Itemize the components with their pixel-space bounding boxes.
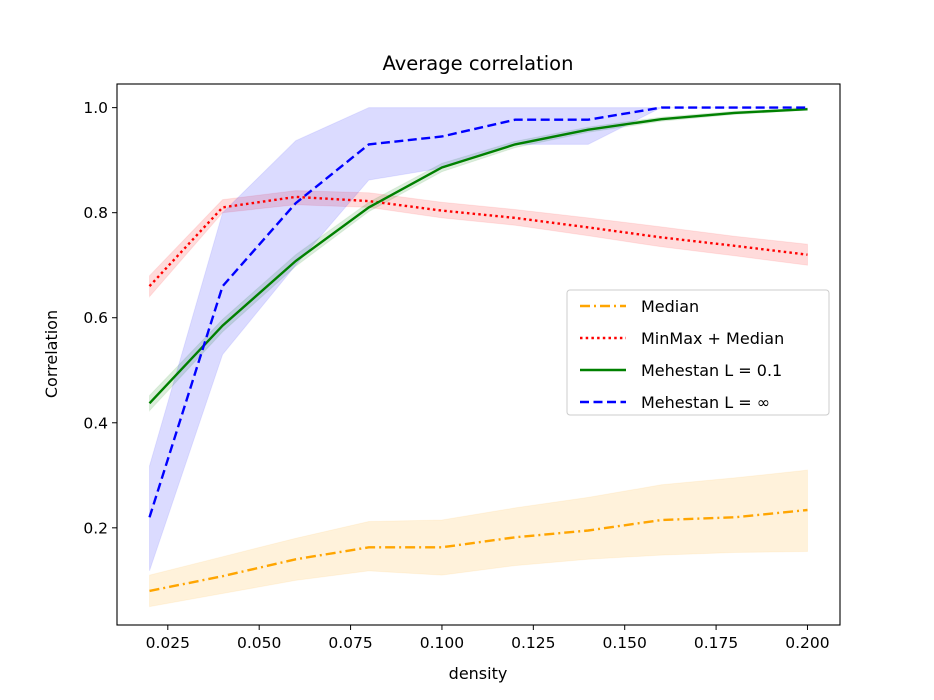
x-axis-label: density — [449, 664, 508, 683]
series-lines — [148, 106, 808, 593]
y-axis: 0.2 0.4 0.6 0.8 1.0 — [83, 99, 117, 537]
x-tick-label: 0.075 — [328, 634, 372, 652]
x-tick-label: 0.100 — [420, 634, 464, 652]
legend-label-3: Mehestan L = ∞ — [641, 393, 770, 412]
legend-label-2: Mehestan L = 0.1 — [641, 361, 782, 380]
y-tick-label: 0.8 — [83, 204, 108, 222]
x-tick-label: 0.150 — [603, 634, 647, 652]
series-2-line — [148, 108, 808, 405]
series-0-line — [149, 508, 808, 593]
x-axis: 0.025 0.050 0.075 0.100 0.125 0.150 0.175 0.200 — [146, 625, 830, 652]
x-tick-label: 0.125 — [511, 634, 555, 652]
y-tick-label: 0.4 — [83, 414, 108, 432]
y-tick-label: 0.2 — [83, 519, 108, 537]
legend-label-0: Median — [641, 297, 699, 316]
y-tick-label: 0.6 — [83, 309, 108, 327]
x-tick-label: 0.050 — [237, 634, 281, 652]
x-tick-label: 0.175 — [694, 634, 738, 652]
x-tick-label: 0.025 — [146, 634, 190, 652]
legend-box — [566, 289, 830, 416]
legend-label-1: MinMax + Median — [641, 329, 784, 348]
series-0-band — [149, 469, 808, 608]
legend: Median MinMax + Median Mehestan L = 0.1 Meh… — [566, 289, 830, 416]
series-3-line — [148, 106, 808, 518]
series-1-line — [148, 195, 808, 288]
x-tick-label: 0.200 — [785, 634, 829, 652]
y-axis-label: Correlation — [42, 310, 61, 398]
y-tick-label: 1.0 — [83, 99, 108, 117]
plot-frame — [116, 83, 841, 626]
series-1-band — [149, 190, 808, 299]
chart-title: Average correlation — [383, 52, 574, 75]
